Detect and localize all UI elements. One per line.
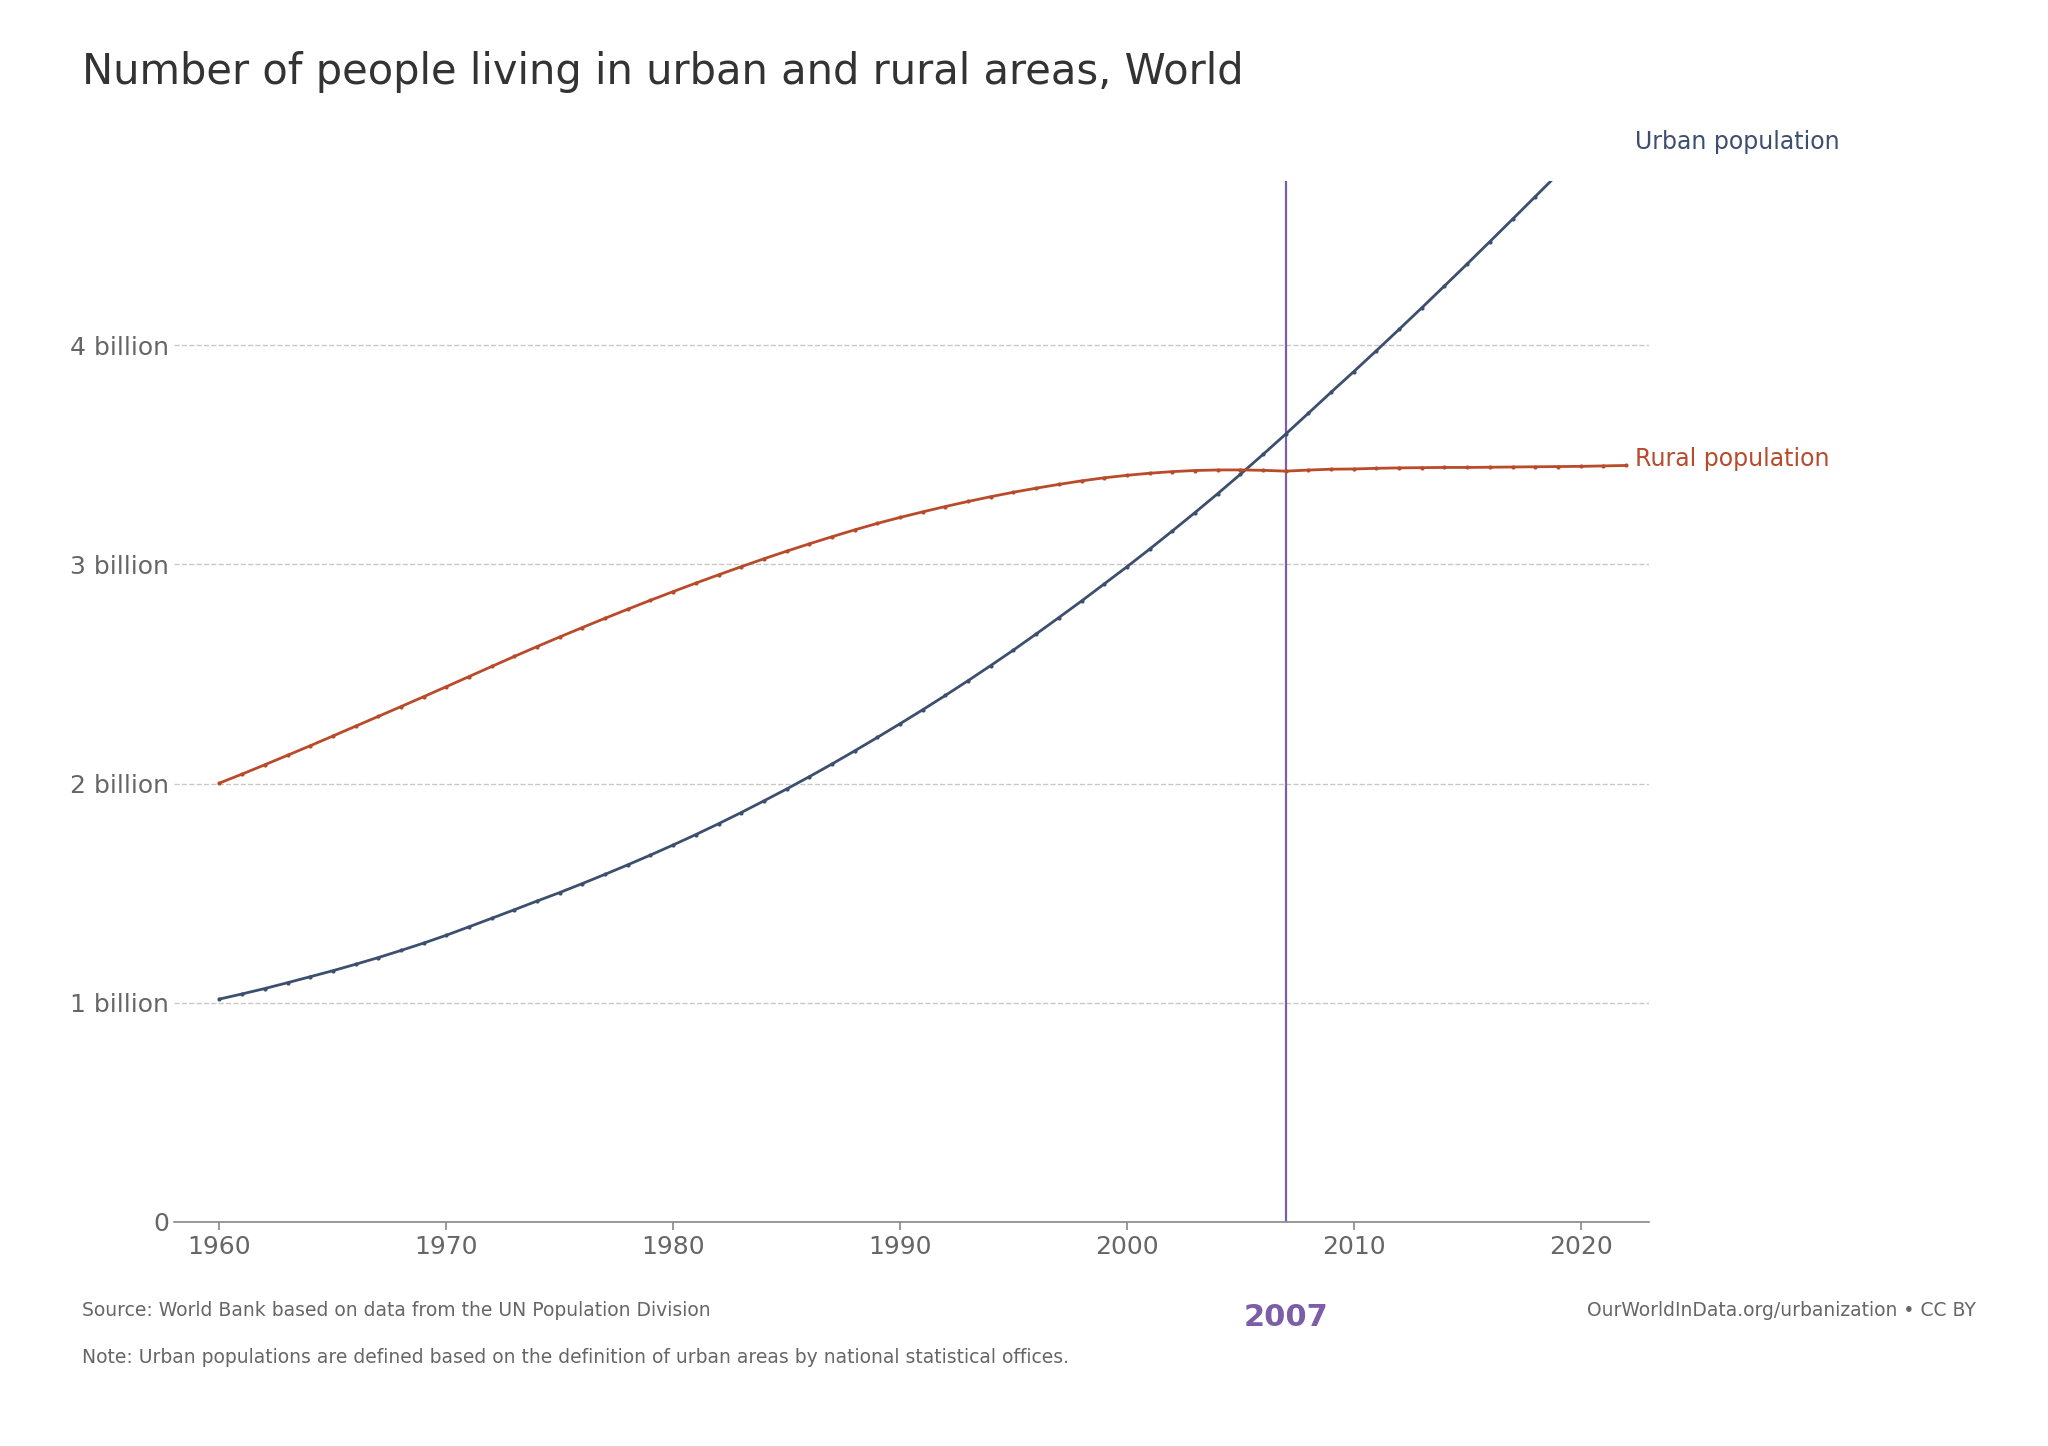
Text: Urban population: Urban population [1634, 130, 1839, 153]
Text: in Data: in Data [1874, 140, 1937, 156]
Text: Rural population: Rural population [1634, 447, 1829, 471]
Text: Number of people living in urban and rural areas, World: Number of people living in urban and rur… [82, 51, 1243, 93]
Text: Note: Urban populations are defined based on the definition of urban areas by na: Note: Urban populations are defined base… [82, 1348, 1069, 1366]
Text: OurWorldInData.org/urbanization • CC BY: OurWorldInData.org/urbanization • CC BY [1587, 1301, 1976, 1320]
Text: Our World: Our World [1862, 75, 1950, 91]
Text: Source: World Bank based on data from the UN Population Division: Source: World Bank based on data from th… [82, 1301, 711, 1320]
Text: 2007: 2007 [1243, 1303, 1327, 1332]
